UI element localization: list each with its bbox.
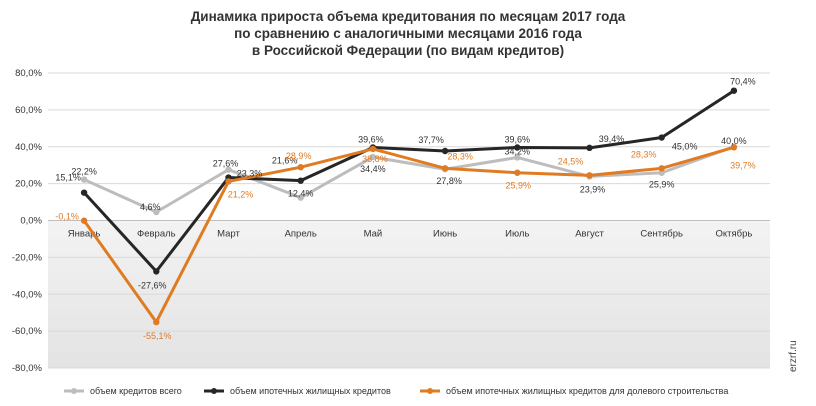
legend: объем кредитов всего объем ипотечных жили… (64, 386, 728, 396)
data-label: 22,2% (71, 167, 97, 177)
data-label: 23,3% (237, 169, 263, 179)
data-label: 39,7% (730, 160, 756, 170)
data-label: 25,9% (506, 181, 532, 191)
chart-title: Динамика прироста объема кредитования по… (191, 9, 626, 58)
series-points (80, 87, 738, 326)
series-line (82, 145, 736, 214)
y-tick-label: 60,0% (15, 105, 42, 116)
data-label: 40,0% (721, 136, 747, 146)
data-point (153, 268, 160, 275)
data-label: 12,4% (288, 189, 314, 199)
data-label: 38,8% (362, 154, 388, 164)
data-point (80, 217, 88, 224)
x-tick-label: Май (364, 229, 383, 240)
data-label: 45,0% (672, 142, 698, 152)
data-label: 15,1% (55, 173, 81, 183)
watermark-text: erzrf.ru (788, 340, 799, 372)
data-point (225, 178, 232, 185)
data-label: 28,3% (447, 151, 473, 161)
data-point (658, 165, 665, 172)
data-label: 70,4% (730, 77, 756, 87)
data-label: -27,6% (138, 280, 167, 290)
x-tick-label: Июль (505, 229, 529, 240)
x-axis: Январь Февраль Март Апрель Май Июнь Июль Август… (48, 220, 770, 240)
data-point (80, 189, 88, 196)
data-label: -0,1% (55, 212, 79, 222)
series-lines (82, 89, 736, 324)
legend-marker (71, 388, 77, 394)
data-label: 23,9% (580, 184, 606, 194)
data-point (441, 147, 449, 155)
y-tick-label: 40,0% (15, 142, 42, 153)
data-point (153, 318, 160, 326)
data-label: -55,1% (143, 331, 172, 341)
data-point (80, 176, 88, 183)
data-point (730, 144, 738, 151)
chart-title-line-3: в Российской Федерации (по видам кредито… (252, 43, 564, 58)
data-label: 37,7% (418, 135, 444, 145)
x-tick-label: Сентябрь (640, 229, 683, 240)
x-tick-label: Февраль (137, 229, 176, 240)
data-point (369, 153, 377, 161)
data-label: 39,4% (599, 134, 625, 144)
data-label: 4,6% (140, 202, 161, 212)
legend-label: объем ипотечных жилищных кредитов для до… (446, 386, 728, 396)
y-tick-label: -40,0% (12, 289, 43, 300)
x-tick-label: Август (575, 229, 604, 240)
y-tick-label: 0,0% (20, 216, 42, 227)
data-label: 21,6% (272, 156, 298, 166)
x-tick-label: Июнь (433, 229, 457, 240)
data-point (514, 169, 521, 176)
data-label: 34,4% (360, 164, 386, 174)
x-tick-label: Март (217, 229, 240, 240)
y-tick-label: 20,0% (15, 179, 42, 190)
data-point (297, 164, 304, 171)
data-label: 25,9% (649, 180, 675, 190)
gridlines (48, 72, 770, 369)
data-point (153, 208, 160, 216)
x-tick-label: Апрель (285, 229, 317, 240)
x-tick-label: Январь (68, 229, 101, 240)
y-tick-label: -80,0% (12, 363, 43, 374)
data-point (514, 154, 521, 161)
data-point (225, 166, 232, 173)
legend-label: объем кредитов всего (90, 386, 182, 396)
data-point (730, 87, 738, 94)
data-label: 39,6% (358, 134, 384, 144)
data-point (297, 194, 304, 201)
data-label: 27,6% (213, 159, 239, 169)
data-point (658, 134, 665, 141)
data-point (586, 172, 593, 179)
data-point (586, 144, 593, 152)
chart-title-line-1: Динамика прироста объема кредитования по… (191, 9, 626, 24)
data-label: 34,2% (505, 146, 531, 156)
y-axis: 80,0% 60,0% 40,0% 20,0% 0,0% -20,0% -40,0% -60,… (12, 68, 43, 374)
data-labels: 22,2% 4,6% 27,6% 12,4% 34,4% 27,8% 34,2% 23,9% 2… (55, 77, 755, 341)
data-label: 28,9% (286, 151, 312, 161)
data-point (658, 169, 665, 176)
data-label: 28,3% (631, 149, 657, 159)
y-tick-label: -20,0% (12, 252, 43, 263)
data-point (297, 177, 304, 184)
data-label: 39,6% (505, 134, 531, 144)
data-point (369, 145, 377, 153)
data-label: 24,5% (558, 156, 584, 166)
data-label: 21,2% (228, 189, 254, 199)
data-point (441, 165, 449, 172)
y-tick-label: 80,0% (15, 68, 42, 79)
legend-marker (427, 388, 433, 394)
series-line (82, 89, 736, 273)
chart-title-line-2: по сравнению с аналогичными месяцами 201… (234, 26, 582, 41)
series-line (82, 145, 736, 324)
data-label: 27,8% (436, 176, 462, 186)
x-tick-label: Октябрь (715, 229, 752, 240)
legend-label: объем ипотечных жилищных кредитов (230, 386, 391, 396)
legend-marker (211, 388, 217, 394)
y-tick-label: -60,0% (12, 326, 43, 337)
data-point (514, 144, 521, 151)
